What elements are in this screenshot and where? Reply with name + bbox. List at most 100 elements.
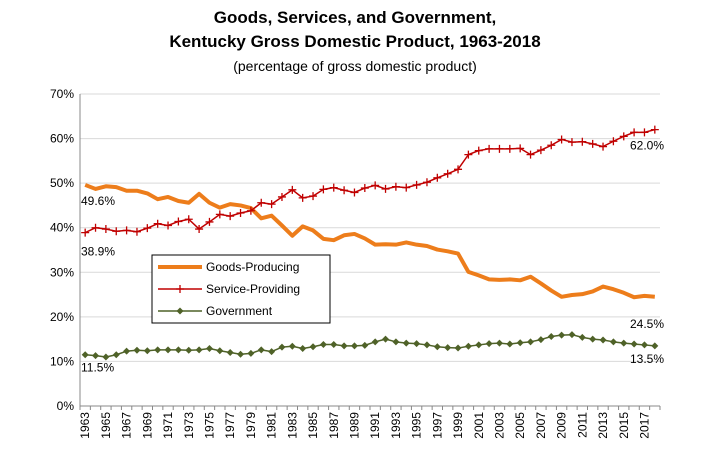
data-point [329, 183, 338, 192]
data-point [640, 341, 648, 349]
data-point [236, 209, 245, 218]
data-point [174, 346, 182, 354]
x-tick-label: 1985 [306, 412, 320, 439]
data-point [412, 180, 421, 189]
x-tick-label: 2003 [492, 412, 506, 439]
data-point [257, 346, 265, 354]
data-point [423, 341, 431, 349]
data-point [340, 342, 348, 350]
data-point [599, 336, 607, 344]
data-point [143, 347, 151, 355]
legend-marker [176, 285, 184, 293]
legend-label: Government [206, 304, 273, 318]
legend-marker [176, 307, 184, 315]
series-line [84, 183, 655, 300]
data-point [516, 144, 525, 153]
data-point [413, 340, 421, 348]
data-point [350, 342, 358, 350]
data-point [609, 137, 618, 146]
data-point [619, 132, 628, 141]
data-point [474, 146, 483, 155]
data-point [268, 348, 276, 356]
data-point [185, 346, 193, 354]
x-tick-label: 2017 [637, 412, 651, 439]
x-tick-label: 1977 [223, 412, 237, 439]
y-tick-label: 20% [50, 310, 74, 324]
data-point [547, 332, 555, 340]
chart-title-line1: Goods, Services, and Government, [213, 8, 497, 27]
data-point [309, 192, 318, 201]
data-point [247, 349, 255, 357]
data-point [402, 339, 410, 347]
x-tick-label: 1973 [182, 412, 196, 439]
data-label: 13.5% [630, 352, 664, 366]
data-point [433, 343, 441, 351]
data-point [599, 142, 608, 151]
data-point [216, 347, 224, 355]
data-point [537, 336, 545, 344]
data-point [485, 340, 493, 348]
data-point [589, 335, 597, 343]
data-point [630, 128, 639, 137]
x-tick-label: 1993 [389, 412, 403, 439]
data-point [278, 343, 286, 351]
data-point [485, 144, 494, 153]
data-point [454, 165, 463, 174]
data-point [226, 349, 234, 357]
data-point [288, 342, 296, 350]
data-point [102, 353, 110, 361]
chart-title-line2: Kentucky Gross Domestic Product, 1963-20… [169, 32, 541, 51]
data-point [391, 182, 400, 191]
legend-label: Service-Providing [206, 282, 300, 296]
data-point [620, 339, 628, 347]
x-tick-label: 1963 [78, 412, 92, 439]
series-line [85, 333, 655, 358]
data-point [195, 346, 203, 354]
data-point [246, 206, 255, 215]
data-label: 49.6% [81, 194, 115, 208]
data-point [650, 125, 659, 134]
legend-label: Goods-Producing [206, 260, 299, 274]
x-tick-label: 1987 [327, 412, 341, 439]
data-point [112, 351, 120, 359]
x-tick-label: 1995 [410, 412, 424, 439]
x-tick-label: 1991 [368, 412, 382, 439]
x-tick-label: 2013 [596, 412, 610, 439]
data-point [143, 224, 152, 233]
data-point [92, 352, 100, 360]
data-point [371, 181, 380, 190]
data-point [164, 221, 173, 230]
data-point [132, 227, 141, 236]
x-tick-label: 1969 [140, 412, 154, 439]
data-point [330, 340, 338, 348]
x-tick-label: 1981 [265, 412, 279, 439]
data-point [464, 150, 473, 159]
data-point [205, 345, 213, 353]
data-point [578, 333, 586, 341]
data-point [340, 186, 349, 195]
data-point [257, 198, 266, 207]
data-point [122, 226, 131, 235]
data-point [288, 185, 297, 194]
data-point [433, 173, 442, 182]
data-point [527, 338, 535, 346]
data-point [205, 217, 214, 226]
data-point [536, 146, 545, 155]
data-point [547, 141, 556, 150]
data-point [81, 351, 89, 359]
data-point [609, 338, 617, 346]
data-point [101, 225, 110, 234]
x-tick-label: 1999 [451, 412, 465, 439]
data-point [475, 341, 483, 349]
data-point [184, 215, 193, 224]
data-point [91, 223, 100, 232]
data-label: 38.9% [81, 245, 115, 259]
y-tick-label: 50% [50, 176, 74, 190]
data-point [557, 135, 566, 144]
data-point [277, 192, 286, 201]
data-point [153, 219, 162, 228]
data-point [495, 339, 503, 347]
x-tick-label: 1989 [347, 412, 361, 439]
data-point [361, 341, 369, 349]
